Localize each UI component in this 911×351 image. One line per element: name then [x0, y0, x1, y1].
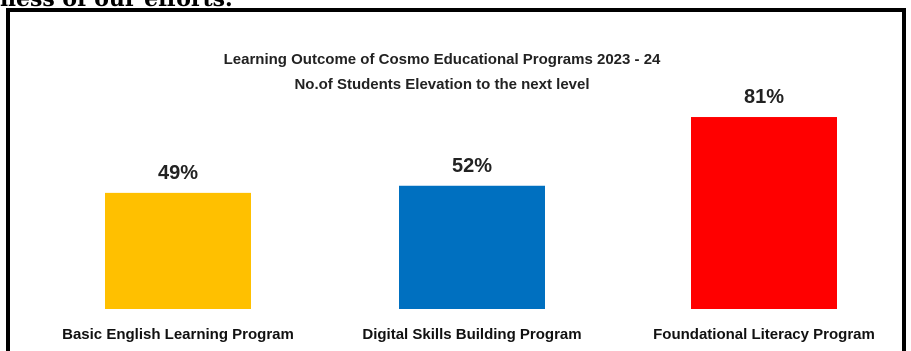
- data-label-1: 49%: [158, 162, 198, 184]
- bar-1: [105, 192, 251, 309]
- chart-title: Learning Outcome of Cosmo Educational Pr…: [224, 51, 661, 68]
- bars-group: 49% Basic English Learning Program 52% Digi…: [62, 86, 875, 343]
- bar-3: [691, 117, 837, 309]
- data-label-3: 81%: [744, 86, 784, 108]
- bar-chart: Learning Outcome of Cosmo Educational Pr…: [62, 51, 875, 343]
- data-label-2: 52%: [452, 155, 492, 177]
- category-label-3: Foundational Literacy Program: [653, 326, 875, 343]
- category-label-2: Digital Skills Building Program: [362, 326, 581, 343]
- bar-2: [399, 185, 545, 309]
- chart-subtitle: No.of Students Elevation to the next lev…: [294, 76, 589, 93]
- chart-frame: Learning Outcome of Cosmo Educational Pr…: [6, 8, 906, 351]
- category-label-1: Basic English Learning Program: [62, 326, 294, 343]
